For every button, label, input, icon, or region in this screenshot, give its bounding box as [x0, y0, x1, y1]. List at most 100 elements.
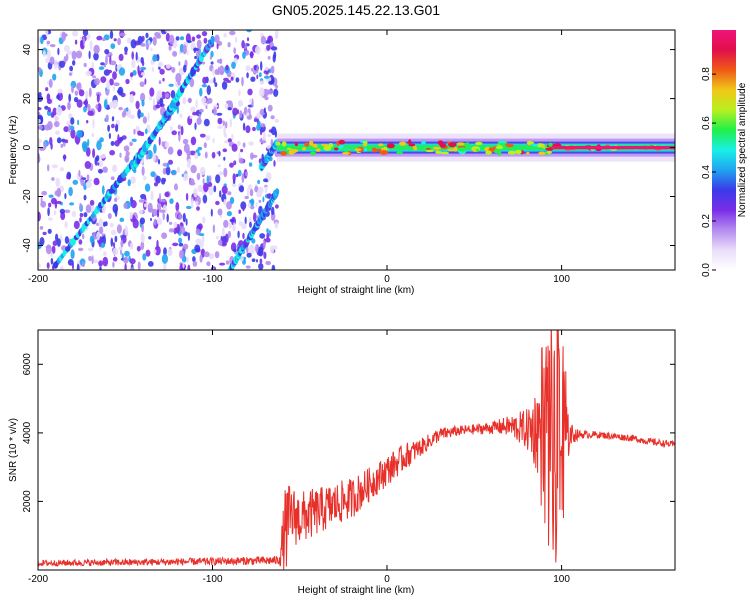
spectrogram-tone-cell — [526, 151, 530, 155]
spectrogram-noise-cell — [224, 104, 229, 109]
spectrogram-tone-cell — [345, 148, 349, 152]
spectrogram-noise-cell — [270, 115, 275, 120]
spectrogram-noise-cell — [110, 141, 115, 146]
spectrogram-noise-cell — [263, 75, 270, 79]
spectrogram-noise-cell — [217, 125, 223, 129]
spectrogram-noise-cell — [229, 196, 235, 205]
spectrogram-noise-cell — [96, 93, 100, 103]
spectrogram-noise-cell — [47, 207, 50, 217]
spectrogram-noise-cell — [141, 99, 145, 107]
spectrogram-noise-cell — [246, 37, 250, 42]
spectrogram-noise-cell — [158, 66, 161, 70]
spectrogram-noise-cell — [172, 242, 179, 247]
spectrogram-noise-cell — [64, 236, 69, 244]
spectrogram-noise-cell — [131, 51, 134, 60]
spectrogram-noise-cell — [249, 51, 254, 59]
spectrogram-noise-cell — [86, 120, 89, 124]
spectrogram-noise-cell — [217, 66, 220, 76]
spectrogram-noise-cell — [242, 205, 245, 212]
spectrogram-noise-cell — [150, 190, 154, 201]
spectrogram-noise-cell — [129, 242, 134, 250]
spectrogram-tone-cell — [498, 140, 508, 144]
spectrogram-noise-cell — [229, 162, 234, 168]
spectrogram-noise-cell — [73, 220, 80, 230]
spectrogram-noise-cell — [39, 237, 45, 246]
spectrogram-noise-cell — [159, 199, 166, 203]
spectrogram-noise-cell — [201, 97, 207, 104]
spectrogram-noise-cell — [203, 118, 210, 127]
spectrogram-noise-cell — [223, 33, 227, 38]
spectrogram-noise-cell — [102, 256, 109, 267]
spectrogram-noise-cell — [217, 208, 223, 216]
spectrogram-noise-cell — [268, 80, 274, 85]
spectrogram-noise-cell — [96, 35, 103, 41]
spectrogram-noise-cell — [105, 55, 108, 66]
spectrogram-noise-cell — [139, 209, 143, 214]
spectrogram-noise-cell — [272, 53, 276, 63]
spectrogram-tone-cell — [363, 148, 368, 152]
spectrogram-noise-cell — [182, 44, 187, 55]
spectrogram-tone-cell — [425, 149, 435, 153]
spectrogram-noise-cell — [223, 219, 229, 228]
spectrogram-noise-cell — [198, 233, 205, 237]
spectrogram-noise-cell — [219, 262, 226, 266]
spectrogram-noise-cell — [214, 251, 220, 259]
spectrogram-noise-cell — [167, 146, 174, 155]
colorbar-ticks: 0.0 0.2 0.4 0.6 0.8 — [701, 67, 716, 277]
spectrogram-noise-cell — [166, 213, 169, 223]
spectrogram-noise-cell — [194, 152, 199, 160]
spectrogram-noise-cell — [235, 77, 240, 83]
spectrogram-y-tick-label: -40 — [22, 238, 33, 253]
spectrogram-noise-cell — [255, 202, 258, 208]
spectrogram-noise-cell — [210, 208, 213, 217]
spectrogram-noise-cell — [192, 256, 196, 263]
spectrogram-noise-cell — [100, 242, 105, 248]
spectrogram-noise-cell — [131, 138, 137, 142]
spectrogram-noise-cell — [251, 154, 258, 158]
spectrogram-noise-cell — [85, 70, 92, 77]
spectrogram-noise-cell — [109, 222, 114, 228]
spectrogram-noise-cell — [271, 206, 275, 216]
spectrogram-tone-cell — [441, 151, 449, 155]
spectrogram-tone-cell — [386, 143, 395, 149]
spectrogram-noise-cell — [51, 245, 56, 254]
spectrogram-noise-cell — [87, 103, 91, 112]
spectrogram-noise-cell — [244, 216, 247, 225]
spectrogram-noise-cell — [130, 200, 137, 209]
spectrogram-noise-cell — [162, 162, 169, 167]
spectrogram-tone-cell — [485, 150, 492, 155]
spectrogram-noise-cell — [259, 87, 265, 97]
spectrogram-noise-cell — [263, 251, 267, 259]
spectrogram-noise-cell — [177, 149, 183, 157]
colorbar-tick-label: 0.2 — [701, 214, 712, 228]
spectrogram-noise-cell — [127, 179, 131, 187]
spectrogram-tone-cell — [408, 139, 412, 145]
spectrogram-noise-cell — [234, 36, 238, 43]
spectrogram-noise-cell — [49, 56, 55, 65]
spectrogram-noise-cell — [229, 118, 233, 128]
spectrogram-noise-cell — [100, 62, 105, 66]
spectrogram-tone-cell — [548, 142, 553, 147]
spectrogram-noise-cell — [142, 116, 148, 124]
spectrogram-track-cell — [275, 188, 280, 196]
spectrogram-noise-cell — [163, 247, 167, 256]
spectrogram-tone-cell — [379, 150, 389, 155]
spectrogram-noise-cell — [147, 112, 150, 122]
spectrogram-noise-cell — [137, 130, 142, 136]
spectrogram-noise-cell — [248, 162, 253, 167]
spectrogram-noise-cell — [267, 56, 271, 60]
spectrogram-noise-cell — [269, 245, 275, 254]
spectrogram-noise-cell — [266, 44, 271, 51]
spectrogram-noise-cell — [273, 160, 276, 167]
spectrogram-noise-cell — [124, 51, 128, 55]
spectrogram-noise-cell — [195, 201, 199, 206]
spectrogram-noise-cell — [76, 83, 80, 90]
spectrogram-noise-cell — [235, 173, 239, 178]
spectrogram-noise-cell — [186, 40, 192, 44]
spectrogram-noise-cell — [260, 123, 266, 128]
spectrogram-tone-cell — [497, 151, 502, 156]
spectrogram-noise-cell — [72, 179, 79, 185]
spectrogram-noise-cell — [66, 174, 70, 180]
spectrogram-noise-cell — [182, 96, 187, 105]
spectrogram-noise-cell — [112, 71, 117, 80]
